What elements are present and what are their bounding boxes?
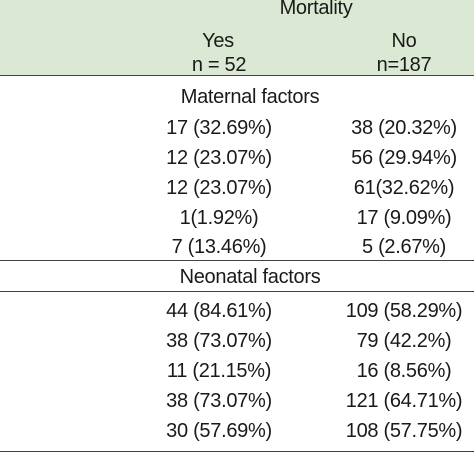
table-bottom-rule bbox=[0, 451, 474, 452]
table-cell-no: 38 (20.32%) bbox=[351, 117, 457, 139]
table-cell-yes: 1(1.92%) bbox=[179, 207, 259, 229]
table-cell-yes: 12 (23.07%) bbox=[166, 147, 272, 169]
mortality-heading: Mortality bbox=[279, 0, 353, 19]
table-cell-no: 121 (64.71%) bbox=[345, 390, 463, 412]
table-cell-yes: 44 (84.61%) bbox=[166, 300, 272, 322]
table-cell-no: 56 (29.94%) bbox=[351, 147, 457, 169]
no-column-label: No bbox=[391, 30, 417, 52]
header-rule bbox=[0, 75, 474, 76]
table-cell-no: 109 (58.29%) bbox=[345, 300, 463, 322]
section-title-neonatal: Neonatal factors bbox=[179, 266, 321, 288]
table-cell-yes: 38 (73.07%) bbox=[166, 390, 272, 412]
table-cell-no: 79 (42.2%) bbox=[356, 330, 452, 352]
section-rule-top bbox=[0, 260, 474, 261]
table-cell-no: 5 (2.67%) bbox=[361, 236, 447, 258]
table-cell-yes: 12 (23.07%) bbox=[166, 177, 272, 199]
table-header: Mortality Yes n = 52 No n=187 bbox=[0, 0, 474, 76]
table-cell-yes: 7 (13.46%) bbox=[171, 236, 267, 258]
table-cell-no: 61(32.62%) bbox=[353, 177, 455, 199]
yes-column-label: Yes bbox=[202, 30, 234, 52]
section-rule-bottom bbox=[0, 291, 474, 292]
table-cell-yes: 38 (73.07%) bbox=[166, 330, 272, 352]
yes-column-n: n = 52 bbox=[191, 54, 247, 76]
table-cell-yes: 30 (57.69%) bbox=[166, 420, 272, 442]
table-cell-no: 17 (9.09%) bbox=[356, 207, 452, 229]
section-title-maternal: Maternal factors bbox=[180, 86, 320, 108]
table-cell-yes: 17 (32.69%) bbox=[166, 117, 272, 139]
table-cell-yes: 11 (21.15%) bbox=[166, 360, 272, 382]
no-column-n: n=187 bbox=[376, 54, 432, 76]
table-cell-no: 108 (57.75%) bbox=[345, 420, 463, 442]
table-cell-no: 16 (8.56%) bbox=[356, 360, 452, 382]
